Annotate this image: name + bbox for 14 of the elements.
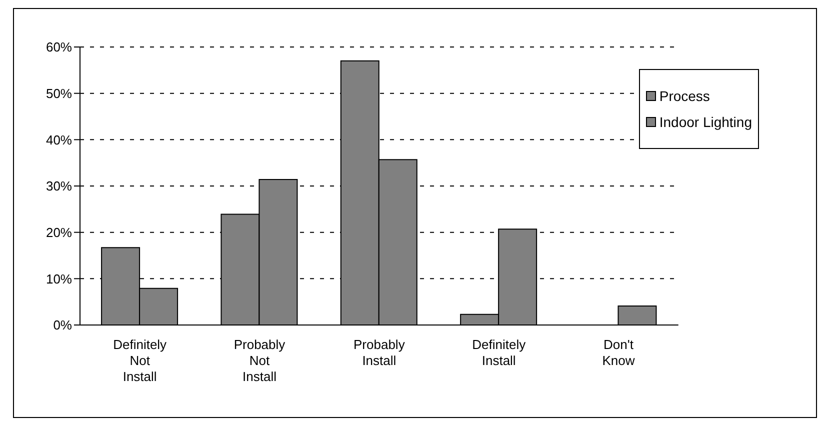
legend-label: Indoor Lighting [658,114,752,130]
x-tick-label: Definitely Install [472,337,526,368]
y-tick-label: 60% [46,40,72,55]
x-tick-label: Probably Install [354,337,406,368]
y-tick-label: 10% [46,271,72,286]
y-tick-label: 30% [46,178,72,194]
x-tick-label: Don't Know [602,337,636,368]
y-tick-label: 0% [53,318,72,333]
x-tick-label: Probably Not Install [234,337,286,384]
legend-label: Process [658,88,711,104]
x-tick-label: Definitely Not Install [113,337,168,384]
y-tick-label: 50% [46,86,72,101]
y-tick-label: 20% [46,224,72,240]
y-tick-label: 40% [46,132,72,148]
